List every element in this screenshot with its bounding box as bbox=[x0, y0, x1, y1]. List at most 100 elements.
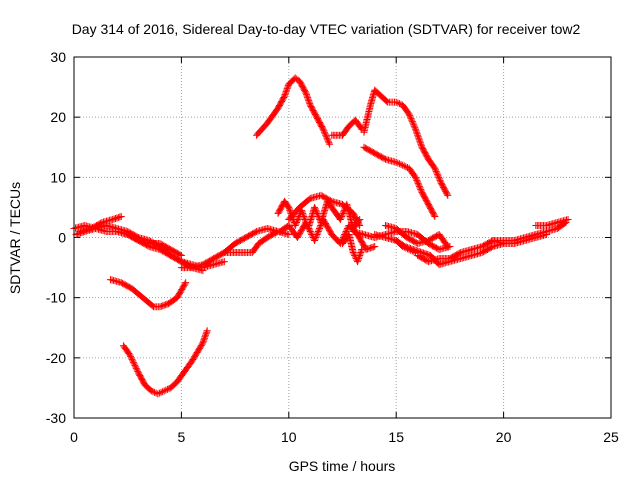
data-point bbox=[251, 228, 259, 236]
plot-frame bbox=[73, 56, 612, 419]
data-point bbox=[293, 217, 301, 225]
series-arc-04 bbox=[113, 227, 185, 260]
data-point bbox=[380, 155, 388, 163]
data-point bbox=[305, 97, 313, 105]
data-point bbox=[355, 253, 363, 261]
data-point bbox=[313, 230, 321, 238]
data-point bbox=[304, 95, 312, 103]
data-point bbox=[127, 352, 135, 360]
data-point bbox=[337, 214, 345, 222]
data-point bbox=[130, 360, 138, 368]
data-point bbox=[305, 98, 313, 106]
chart-title: Day 314 of 2016, Sidereal Day-to-day VTE… bbox=[72, 21, 581, 37]
data-point bbox=[415, 134, 423, 142]
data-point bbox=[132, 363, 140, 371]
data-point bbox=[435, 173, 443, 181]
data-point bbox=[400, 162, 408, 170]
y-tick-label: 20 bbox=[50, 109, 66, 125]
data-point bbox=[300, 214, 308, 222]
y-axis-label: SDTVAR / TECUs bbox=[7, 182, 23, 294]
data-point bbox=[408, 247, 416, 255]
series-arc-10 bbox=[328, 116, 366, 139]
data-point bbox=[394, 99, 402, 107]
data-point bbox=[306, 227, 314, 235]
data-point bbox=[154, 390, 162, 398]
y-tick-label: 10 bbox=[50, 169, 66, 185]
data-point bbox=[311, 203, 319, 211]
data-point bbox=[400, 243, 408, 251]
data-point bbox=[128, 355, 136, 363]
series-arc-19 bbox=[381, 221, 452, 251]
data-point bbox=[112, 214, 120, 222]
data-point bbox=[431, 212, 439, 220]
data-point bbox=[133, 236, 141, 244]
data-point bbox=[355, 255, 363, 263]
data-point bbox=[163, 385, 171, 393]
data-point bbox=[155, 389, 163, 397]
data-point bbox=[300, 212, 308, 220]
data-point bbox=[406, 113, 414, 121]
x-axis-label: GPS time / hours bbox=[289, 458, 396, 474]
data-point bbox=[410, 248, 418, 256]
data-point bbox=[416, 184, 424, 192]
data-point bbox=[415, 182, 423, 190]
data-point bbox=[113, 214, 121, 222]
data-point bbox=[312, 234, 320, 241]
data-point bbox=[350, 250, 358, 258]
data-point bbox=[318, 124, 326, 132]
data-point bbox=[201, 333, 209, 341]
data-point bbox=[114, 213, 122, 221]
data-point bbox=[407, 115, 415, 123]
data-point bbox=[357, 247, 365, 255]
data-point bbox=[151, 388, 159, 396]
data-point bbox=[273, 228, 281, 236]
data-point bbox=[314, 229, 322, 237]
data-point bbox=[410, 122, 418, 130]
data-point bbox=[405, 246, 413, 254]
data-point bbox=[365, 245, 373, 253]
series-arc-22 bbox=[489, 218, 570, 245]
data-point bbox=[407, 246, 415, 254]
data-point bbox=[403, 245, 411, 253]
data-point bbox=[414, 179, 422, 187]
data-point bbox=[435, 175, 443, 183]
data-point bbox=[200, 334, 208, 342]
data-point bbox=[394, 159, 402, 167]
x-tick-label: 25 bbox=[603, 429, 619, 445]
data-point bbox=[129, 357, 137, 365]
data-point bbox=[176, 251, 184, 259]
data-point bbox=[160, 301, 168, 309]
data-point bbox=[349, 249, 357, 257]
data-point bbox=[282, 89, 290, 97]
x-tick-label: 0 bbox=[70, 429, 78, 445]
series-arc-16 bbox=[339, 230, 366, 266]
data-point bbox=[127, 354, 135, 362]
x-tick-label: 15 bbox=[388, 429, 404, 445]
data-point bbox=[283, 85, 291, 93]
data-point bbox=[323, 134, 331, 142]
data-point bbox=[399, 243, 407, 251]
data-point bbox=[306, 100, 314, 108]
data-point bbox=[109, 215, 117, 223]
data-point bbox=[319, 125, 327, 133]
data-point bbox=[324, 137, 332, 145]
data-point bbox=[311, 237, 319, 245]
data-point bbox=[414, 131, 422, 139]
data-point bbox=[369, 243, 377, 251]
data-point bbox=[316, 223, 324, 231]
series-arc-11 bbox=[360, 86, 452, 199]
data-point bbox=[444, 191, 452, 199]
data-point bbox=[299, 211, 307, 219]
y-tick-label: 0 bbox=[58, 230, 66, 246]
data-point bbox=[325, 139, 333, 147]
data-point bbox=[417, 142, 425, 150]
series-arc-15 bbox=[285, 191, 364, 229]
data-point bbox=[110, 215, 118, 223]
y-tick-label: -20 bbox=[46, 350, 66, 366]
data-point bbox=[406, 112, 414, 120]
data-point bbox=[417, 185, 425, 193]
data-point bbox=[431, 164, 439, 172]
data-point bbox=[424, 251, 432, 259]
data-point bbox=[410, 121, 418, 129]
data-point bbox=[397, 161, 405, 169]
